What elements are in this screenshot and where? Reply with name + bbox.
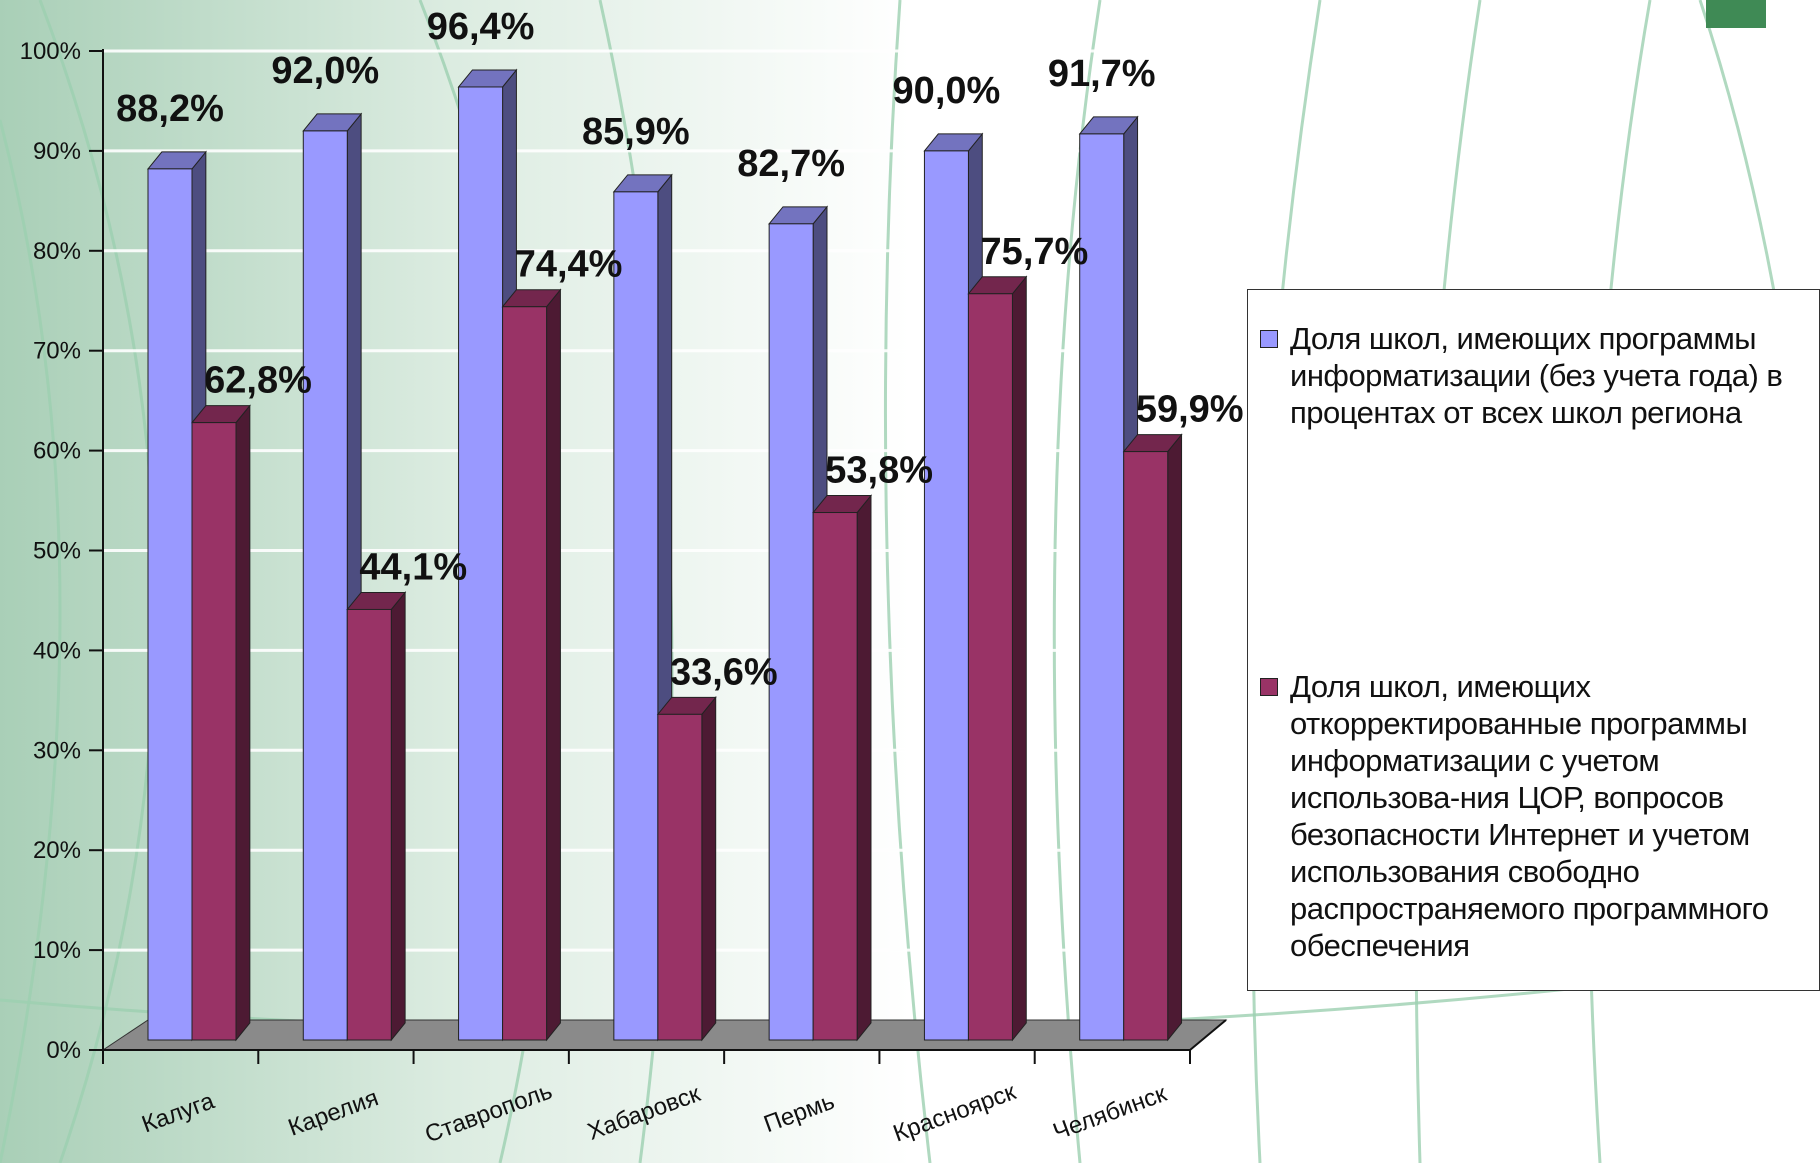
- data-labels: 88,2% 62,8% 92,0% 44,1% 96,4% 74,4% 85,9% 33,6%…: [116, 6, 1243, 693]
- legend-swatch-series-1: [1260, 330, 1278, 348]
- bar-side: [701, 695, 717, 1042]
- data-label: 75,7%: [981, 231, 1089, 273]
- bar-side: [1011, 275, 1027, 1042]
- bar-front: [657, 713, 703, 1041]
- bar: [812, 494, 873, 1042]
- y-tick-label: 70%: [33, 338, 81, 365]
- y-tick-label: 100%: [20, 38, 81, 65]
- y-tick-label: 40%: [33, 637, 81, 664]
- corner-decoration: [1706, 0, 1766, 28]
- y-tick-label: 20%: [33, 837, 81, 864]
- bar-side: [1167, 433, 1183, 1042]
- bar-front: [1123, 451, 1169, 1041]
- y-tick-label: 10%: [33, 937, 81, 964]
- y-tick-label: 0%: [46, 1037, 81, 1064]
- y-axis: 0% 10% 20% 30% 40% 50% 60% 70% 80% 90% 100%: [20, 38, 104, 1064]
- bar: [501, 288, 562, 1042]
- bar-side: [390, 591, 406, 1042]
- data-label: 92,0%: [271, 50, 379, 92]
- bar-front: [147, 168, 193, 1041]
- data-label: 88,2%: [116, 88, 224, 130]
- bar-side: [235, 404, 251, 1042]
- bar: [190, 404, 251, 1042]
- bar-front: [1079, 133, 1125, 1041]
- data-label: 74,4%: [515, 244, 623, 286]
- legend-item-series-1: Доля школ, имеющих программы информатиза…: [1260, 320, 1819, 431]
- bar-front: [191, 422, 237, 1041]
- x-axis-depth: [1189, 1019, 1227, 1051]
- bar-front: [768, 223, 814, 1041]
- legend-item-series-2: Доля школ, имеющих откорректированные пр…: [1260, 668, 1819, 964]
- data-label: 62,8%: [204, 360, 312, 402]
- data-label: 82,7%: [737, 143, 845, 185]
- data-label: 96,4%: [427, 6, 535, 48]
- bar: [346, 591, 407, 1042]
- bar-side: [546, 288, 561, 1042]
- bar-side: [856, 494, 872, 1042]
- bar-front: [967, 293, 1013, 1041]
- y-tick-label: 50%: [33, 538, 81, 565]
- data-label: 85,9%: [582, 111, 690, 153]
- data-label: 91,7%: [1048, 53, 1156, 95]
- y-tick-label: 60%: [33, 438, 81, 465]
- bar-front: [346, 608, 392, 1041]
- bar-front: [812, 512, 858, 1041]
- y-tick-label: 90%: [33, 138, 81, 165]
- bar: [656, 695, 717, 1042]
- bar-front: [302, 130, 348, 1041]
- bar-front: [458, 86, 504, 1041]
- bar: [1122, 433, 1183, 1042]
- legend: Доля школ, имеющих программы информатиза…: [1247, 289, 1820, 991]
- data-label: 59,9%: [1136, 389, 1244, 431]
- bar: [967, 275, 1028, 1042]
- bar-front: [923, 150, 969, 1041]
- data-label: 90,0%: [893, 70, 1001, 112]
- y-tick-label: 30%: [33, 737, 81, 764]
- data-label: 33,6%: [670, 651, 778, 693]
- y-tick-label: 80%: [33, 238, 81, 265]
- legend-label-series-2: Доля школ, имеющих откорректированные пр…: [1290, 669, 1769, 963]
- bar-front: [502, 306, 548, 1041]
- data-label: 53,8%: [825, 450, 933, 492]
- legend-swatch-series-2: [1260, 678, 1278, 696]
- background-arc: [883, 0, 932, 1163]
- data-label: 44,1%: [359, 546, 467, 588]
- legend-label-series-1: Доля школ, имеющих программы информатиза…: [1290, 321, 1783, 430]
- bar-front: [613, 191, 659, 1041]
- background-arc: [0, 119, 62, 1163]
- bars: [146, 68, 1183, 1042]
